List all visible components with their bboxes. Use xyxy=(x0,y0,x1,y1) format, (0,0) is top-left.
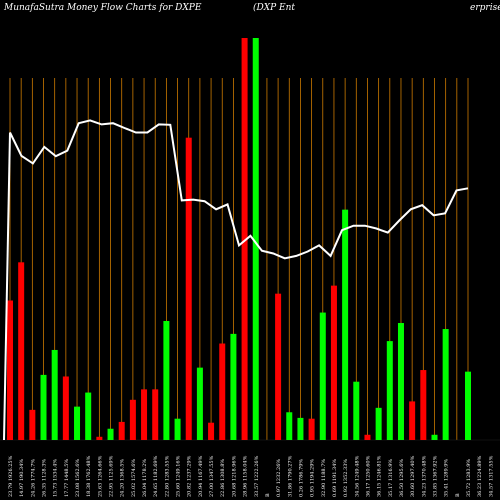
bar-red xyxy=(185,137,192,441)
x-tick-label: 34.57 1317.55% xyxy=(488,455,494,497)
x-tick-label: 25.02 1574.6% xyxy=(131,459,137,497)
x-tick-label: 0.92 1352.33% xyxy=(343,459,349,497)
x-tick-label: 36.17 1250.60% xyxy=(365,455,371,497)
x-tick-label: 26.04 1178.2% xyxy=(142,459,148,497)
bar-green xyxy=(252,38,259,440)
x-tick-label: 20.82 1237.29% xyxy=(187,455,193,497)
x-tick-labels: 23.79 1926.25% 14.97 190.34% 24.26 1774.7%… xyxy=(8,455,500,497)
x-tick-label: 36.15 1246.81% xyxy=(377,455,383,497)
x-tick-label: 18.38 1762.48% xyxy=(86,455,92,497)
x-tick-label: 22.95 1125.69% xyxy=(109,455,115,497)
x-tick-label: B xyxy=(265,493,271,497)
bar-green xyxy=(85,392,92,440)
bar-green xyxy=(465,371,471,440)
chart-title-right: erprises, Inc.) xyxy=(470,2,500,13)
x-tick-label: 28.96 1158.04% xyxy=(243,455,249,497)
bar-red xyxy=(96,436,103,440)
x-tick-label: 36.50 1295.6% xyxy=(399,459,405,497)
chart-title-left: MunafaSutra Money Flow Charts for DXPE xyxy=(3,3,202,13)
bar-red xyxy=(129,399,136,440)
bar-green xyxy=(375,407,382,440)
x-tick-label: 32.90 1188.7% xyxy=(321,459,327,497)
bar-red xyxy=(208,422,215,440)
money-flow-line-start xyxy=(3,132,11,441)
bar-red xyxy=(308,418,315,440)
bar-red xyxy=(152,389,159,440)
chart-title-middle: (DXP Ent xyxy=(253,2,295,13)
bar-red xyxy=(219,343,226,440)
x-tick-label: 0.97 1232.26% xyxy=(276,459,282,497)
bar-red xyxy=(241,38,248,440)
bar-red xyxy=(409,401,416,440)
x-tick-label: 23.79 1926.25% xyxy=(8,455,14,497)
x-tick-label: 22.86 1308.8% xyxy=(220,459,226,497)
x-tick-label: 0.26 1786.79% xyxy=(298,459,304,497)
bar-green xyxy=(319,312,326,440)
x-tick-label: 24.65 1182.69% xyxy=(153,455,159,497)
x-tick-label: 0.69 1191.34% xyxy=(332,459,338,497)
x-tick-label: 35.72 1283.9% xyxy=(466,459,472,497)
bar-red xyxy=(29,409,36,440)
bar-green xyxy=(442,329,449,440)
bars-group xyxy=(7,38,471,441)
x-tick-label: 15.73 1534.4% xyxy=(53,459,59,497)
bar-green xyxy=(397,323,404,440)
bar-green xyxy=(386,341,393,440)
x-tick-label: 30.60 1297.40% xyxy=(410,455,416,497)
bar-green xyxy=(51,349,58,440)
x-tick-label: 17.77 1448.5% xyxy=(64,459,70,497)
bar-green xyxy=(431,434,438,440)
x-tick-label: 26.35 1128.3% xyxy=(42,459,48,497)
x-tick-label: 35.17 1316.9% xyxy=(388,459,394,497)
x-tick-label: 23.08 1562.6% xyxy=(75,459,81,497)
x-tick-label: 22.80 1283.55% xyxy=(164,455,170,497)
bar-green xyxy=(196,367,203,440)
bar-green xyxy=(230,333,237,440)
bar-red xyxy=(275,293,282,440)
x-tick-label: 27.00 1347.55% xyxy=(209,455,215,497)
x-tick-label: 20.94 1167.49% xyxy=(198,455,204,497)
x-tick-label: B xyxy=(455,493,461,497)
x-tick-label: 34.23 1370.48% xyxy=(421,455,427,497)
bar-green xyxy=(107,428,114,440)
x-tick-label: 20.68 1218.96% xyxy=(231,455,237,497)
bar-green xyxy=(286,412,293,440)
bar-green xyxy=(40,374,47,440)
bar-green xyxy=(74,406,81,440)
x-tick-label: 0.95 1194.29% xyxy=(310,459,316,497)
bar-red xyxy=(364,434,371,440)
x-tick-label: 33.57 1222.26% xyxy=(254,455,260,497)
x-tick-label: 25.63 1264.66% xyxy=(97,455,103,497)
bar-green xyxy=(342,209,349,440)
x-tick-label: 25.60 1249.16% xyxy=(176,455,182,497)
x-tick-label: 35.41 1289.9% xyxy=(444,459,450,497)
bar-green xyxy=(353,381,360,440)
bar-red xyxy=(62,376,69,440)
bar-red xyxy=(330,285,337,440)
bar-red xyxy=(141,389,148,440)
bar-red xyxy=(118,421,125,440)
bar-red xyxy=(18,262,25,440)
bar-green xyxy=(297,417,304,440)
x-tick-label: 24.20 1368.5% xyxy=(120,459,126,497)
bar-green xyxy=(174,418,181,440)
bar-green xyxy=(163,321,170,440)
bar-red xyxy=(420,370,427,440)
bar-red xyxy=(7,300,13,440)
x-tick-label: 14.97 190.34% xyxy=(19,459,25,497)
x-tick-label: 34.56 1249.48% xyxy=(354,455,360,497)
x-tick-label: 33.85 1367.92% xyxy=(432,455,438,497)
x-tick-label: 24.26 1774.7% xyxy=(30,459,36,497)
x-tick-label: 36.23 1224.89% xyxy=(477,455,483,497)
money-flow-line-group xyxy=(3,119,469,441)
x-tick-label: 31.86 1790.27% xyxy=(287,455,293,497)
money-flow-line xyxy=(9,119,469,260)
